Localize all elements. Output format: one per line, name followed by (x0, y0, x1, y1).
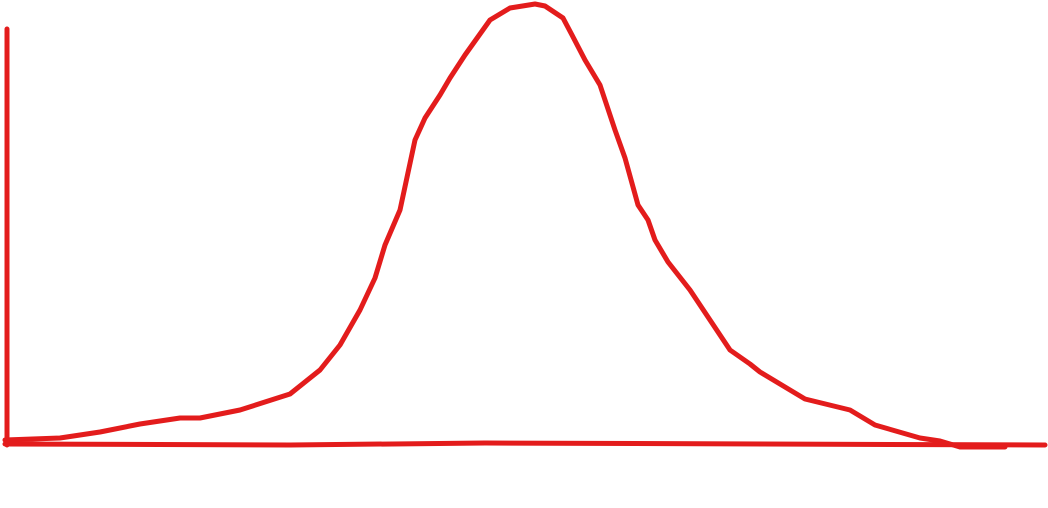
x-axis (2, 440, 1048, 448)
bell-curve (2, 1, 1008, 450)
